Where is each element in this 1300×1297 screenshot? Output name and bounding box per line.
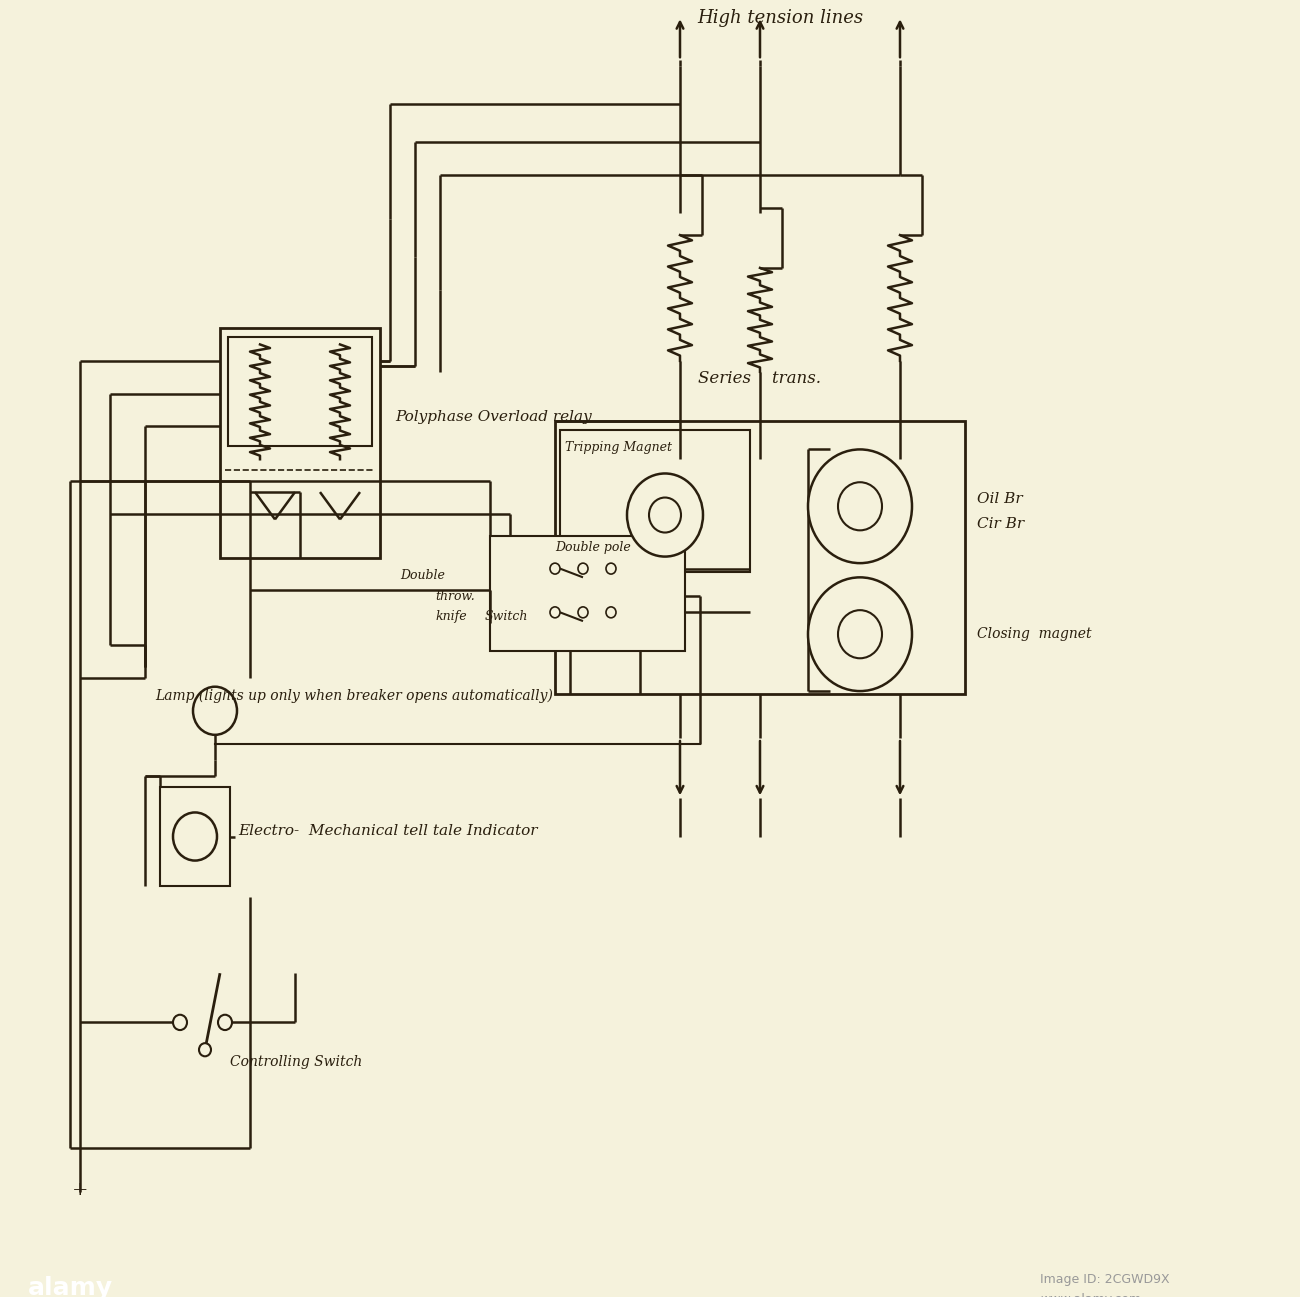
Bar bbox=[160, 787, 230, 886]
Text: Double pole: Double pole bbox=[555, 541, 630, 554]
Text: Switch: Switch bbox=[485, 610, 528, 623]
Bar bbox=[490, 536, 685, 651]
Text: Image ID: 2CGWD9X: Image ID: 2CGWD9X bbox=[1040, 1272, 1170, 1285]
Circle shape bbox=[192, 686, 237, 735]
Circle shape bbox=[218, 1014, 231, 1030]
Text: Series    trans.: Series trans. bbox=[698, 370, 822, 387]
Text: Oil Br: Oil Br bbox=[978, 492, 1023, 506]
Bar bbox=[227, 337, 372, 446]
Text: knife: knife bbox=[436, 610, 467, 623]
Text: www.alamy.com: www.alamy.com bbox=[1040, 1293, 1141, 1297]
Circle shape bbox=[578, 563, 588, 575]
Circle shape bbox=[173, 812, 217, 861]
Text: Cir Br: Cir Br bbox=[978, 518, 1024, 532]
Text: Double: Double bbox=[400, 568, 445, 581]
Text: Closing  magnet: Closing magnet bbox=[978, 626, 1092, 641]
Text: alamy: alamy bbox=[29, 1276, 113, 1297]
Bar bbox=[560, 429, 750, 572]
Circle shape bbox=[199, 1043, 211, 1056]
Text: Electro-  Mechanical tell tale Indicator: Electro- Mechanical tell tale Indicator bbox=[238, 824, 537, 838]
Text: Polyphase Overload relay: Polyphase Overload relay bbox=[395, 410, 592, 424]
Text: +: + bbox=[72, 1182, 88, 1198]
Circle shape bbox=[838, 610, 881, 659]
Circle shape bbox=[809, 577, 913, 691]
Circle shape bbox=[649, 498, 681, 533]
Text: Controlling Switch: Controlling Switch bbox=[230, 1056, 363, 1069]
Circle shape bbox=[550, 563, 560, 575]
Text: Lamp (lights up only when breaker opens automatically): Lamp (lights up only when breaker opens … bbox=[155, 689, 552, 703]
Text: High tension lines: High tension lines bbox=[697, 9, 863, 27]
Circle shape bbox=[578, 607, 588, 617]
Circle shape bbox=[809, 450, 913, 563]
Text: throw.: throw. bbox=[436, 590, 474, 603]
Bar bbox=[220, 328, 380, 558]
Circle shape bbox=[838, 482, 881, 530]
Circle shape bbox=[627, 473, 703, 556]
Text: Tripping Magnet: Tripping Magnet bbox=[566, 441, 672, 454]
Circle shape bbox=[173, 1014, 187, 1030]
Circle shape bbox=[550, 607, 560, 617]
Circle shape bbox=[606, 607, 616, 617]
Circle shape bbox=[606, 563, 616, 575]
Bar bbox=[555, 422, 965, 694]
